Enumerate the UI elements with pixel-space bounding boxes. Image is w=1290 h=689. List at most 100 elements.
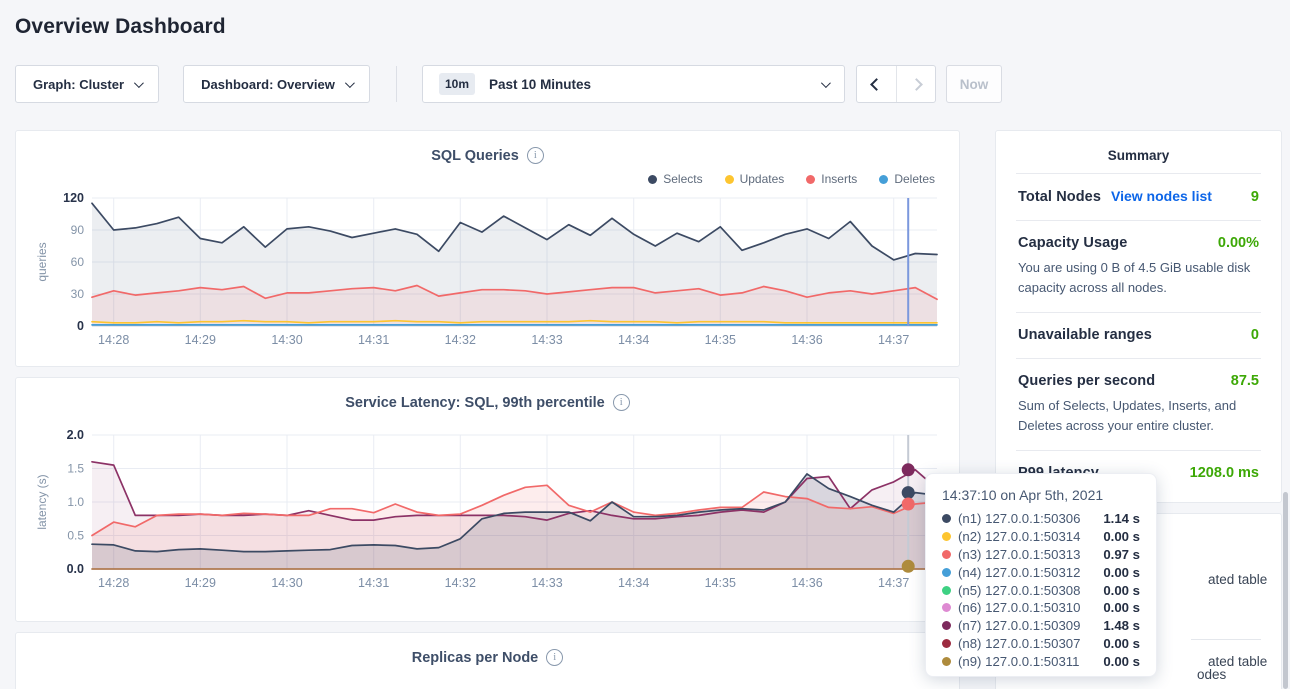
- tooltip-row-n1: (n1) 127.0.0.1:50306 1.14 s: [942, 510, 1140, 528]
- tooltip-row-n6: (n6) 127.0.0.1:50310 0.00 s: [942, 599, 1140, 617]
- svg-text:14:30: 14:30: [271, 576, 302, 590]
- graph-dropdown[interactable]: Graph: Cluster: [15, 65, 159, 103]
- info-icon[interactable]: [613, 394, 630, 411]
- svg-text:14:29: 14:29: [185, 576, 216, 590]
- series-color-dot: [942, 514, 951, 523]
- scrollbar-thumb[interactable]: [1283, 492, 1288, 689]
- charts-column: SQL Queries Selects Updates Inserts: [15, 130, 960, 689]
- tooltip-row-n3: (n3) 127.0.0.1:50313 0.97 s: [942, 546, 1140, 564]
- replicas-per-node-panel: Replicas per Node: [15, 632, 960, 689]
- info-icon[interactable]: [527, 147, 544, 164]
- svg-text:90: 90: [71, 223, 85, 237]
- service-latency-panel: Service Latency: SQL, 99th percentile 14…: [15, 377, 960, 622]
- tooltip-row-n2: (n2) 127.0.0.1:50314 0.00 s: [942, 528, 1140, 546]
- svg-text:14:28: 14:28: [98, 576, 129, 590]
- series-color-dot: [806, 175, 815, 184]
- sql-queries-panel: SQL Queries Selects Updates Inserts: [15, 130, 960, 367]
- tooltip-row-n8: (n8) 127.0.0.1:50307 0.00 s: [942, 635, 1140, 653]
- summary-item-queries-per-second: Queries per second 87.5 Sum of Selects, …: [1016, 358, 1261, 450]
- sql-queries-legend: Selects Updates Inserts Deletes: [32, 170, 935, 188]
- controls-bar: Graph: Cluster Dashboard: Overview 10m P…: [15, 65, 1290, 103]
- svg-text:14:36: 14:36: [791, 333, 822, 347]
- event-text-fragment: ated table: [1208, 572, 1267, 587]
- series-color-dot: [725, 175, 734, 184]
- tooltip-row-n4: (n4) 127.0.0.1:50312 0.00 s: [942, 563, 1140, 581]
- legend-item-updates: Updates: [725, 172, 785, 186]
- summary-panel: Summary Total Nodes View nodes list 9 Ca…: [995, 130, 1282, 503]
- service-latency-chart[interactable]: 14:28 14:29 14:30 14:31 14:32 14:33 14:34 14:35…: [32, 427, 945, 595]
- page-title: Overview Dashboard: [15, 0, 1290, 39]
- svg-text:0: 0: [77, 319, 84, 333]
- dashboard-dropdown-label: Dashboard: Overview: [201, 77, 335, 92]
- info-icon[interactable]: [546, 649, 563, 666]
- tooltip-row-n7: (n7) 127.0.0.1:50309 1.48 s: [942, 617, 1140, 635]
- series-color-dot: [942, 568, 951, 577]
- chevron-right-icon: [910, 78, 923, 91]
- divider: [1191, 639, 1261, 640]
- chevron-down-icon: [821, 78, 831, 88]
- series-color-dot: [648, 175, 657, 184]
- svg-text:14:31: 14:31: [358, 576, 389, 590]
- legend-item-selects: Selects: [648, 172, 702, 186]
- event-text-fragment: odes: [1197, 667, 1226, 682]
- svg-text:14:33: 14:33: [531, 576, 562, 590]
- now-button[interactable]: Now: [946, 65, 1002, 103]
- svg-text:14:34: 14:34: [618, 333, 649, 347]
- tooltip-row-n9: (n9) 127.0.0.1:50311 0.00 s: [942, 652, 1140, 670]
- queries-per-second-value: 87.5: [1231, 373, 1259, 389]
- chevron-down-icon: [134, 78, 144, 88]
- series-color-dot: [942, 532, 951, 541]
- service-latency-title: Service Latency: SQL, 99th percentile: [345, 395, 605, 411]
- svg-text:120: 120: [63, 191, 84, 205]
- svg-text:0.0: 0.0: [67, 562, 84, 576]
- chevron-down-icon: [345, 78, 355, 88]
- series-color-dot: [942, 657, 951, 666]
- svg-text:2.0: 2.0: [67, 428, 84, 442]
- series-color-dot: [879, 175, 888, 184]
- chart-hover-tooltip: 14:37:10 on Apr 5th, 2021 (n1) 127.0.0.1…: [925, 473, 1157, 677]
- summary-item-capacity-usage: Capacity Usage 0.00% You are using 0 B o…: [1016, 220, 1261, 312]
- series-color-dot: [942, 621, 951, 630]
- svg-text:latency (s): latency (s): [35, 474, 49, 529]
- time-forward-button[interactable]: [896, 66, 935, 102]
- svg-text:queries: queries: [35, 242, 49, 281]
- svg-text:14:34: 14:34: [618, 576, 649, 590]
- svg-text:0.5: 0.5: [67, 529, 84, 543]
- svg-text:14:36: 14:36: [791, 576, 822, 590]
- view-nodes-list-link[interactable]: View nodes list: [1111, 188, 1212, 204]
- capacity-usage-value: 0.00%: [1218, 235, 1259, 251]
- summary-item-unavailable-ranges: Unavailable ranges 0: [1016, 312, 1261, 358]
- time-step-buttons: [856, 65, 936, 103]
- svg-text:14:31: 14:31: [358, 333, 389, 347]
- svg-text:1.5: 1.5: [67, 462, 84, 476]
- time-back-button[interactable]: [857, 66, 896, 102]
- svg-text:14:32: 14:32: [445, 576, 476, 590]
- svg-text:14:29: 14:29: [185, 333, 216, 347]
- tooltip-timestamp: 14:37:10 on Apr 5th, 2021: [942, 487, 1140, 503]
- series-color-dot: [942, 639, 951, 648]
- time-window-badge: 10m: [439, 73, 475, 95]
- series-color-dot: [942, 603, 951, 612]
- legend-item-inserts: Inserts: [806, 172, 857, 186]
- svg-text:14:32: 14:32: [445, 333, 476, 347]
- sql-queries-chart[interactable]: 14:2814:2914:3014:3114:3214:3314:3414:35…: [32, 190, 945, 352]
- p99-latency-value: 1208.0 ms: [1190, 465, 1259, 481]
- chevron-left-icon: [870, 78, 883, 91]
- overview-dashboard-page: Overview Dashboard Graph: Cluster Dashbo…: [0, 0, 1290, 689]
- svg-text:14:30: 14:30: [271, 333, 302, 347]
- summary-item-total-nodes: Total Nodes View nodes list 9: [1016, 173, 1261, 220]
- svg-text:14:28: 14:28: [98, 333, 129, 347]
- svg-text:14:35: 14:35: [705, 576, 736, 590]
- svg-text:14:37: 14:37: [878, 333, 909, 347]
- graph-dropdown-label: Graph: Cluster: [33, 77, 124, 92]
- legend-item-deletes: Deletes: [879, 172, 935, 186]
- sql-queries-title: SQL Queries: [431, 148, 519, 164]
- svg-text:1.0: 1.0: [67, 495, 84, 509]
- replicas-per-node-title: Replicas per Node: [412, 650, 539, 666]
- divider: [396, 66, 397, 102]
- time-window-picker[interactable]: 10m Past 10 Minutes: [422, 65, 845, 103]
- svg-text:14:37: 14:37: [878, 576, 909, 590]
- svg-text:60: 60: [71, 255, 85, 269]
- svg-text:30: 30: [71, 287, 85, 301]
- dashboard-dropdown[interactable]: Dashboard: Overview: [183, 65, 370, 103]
